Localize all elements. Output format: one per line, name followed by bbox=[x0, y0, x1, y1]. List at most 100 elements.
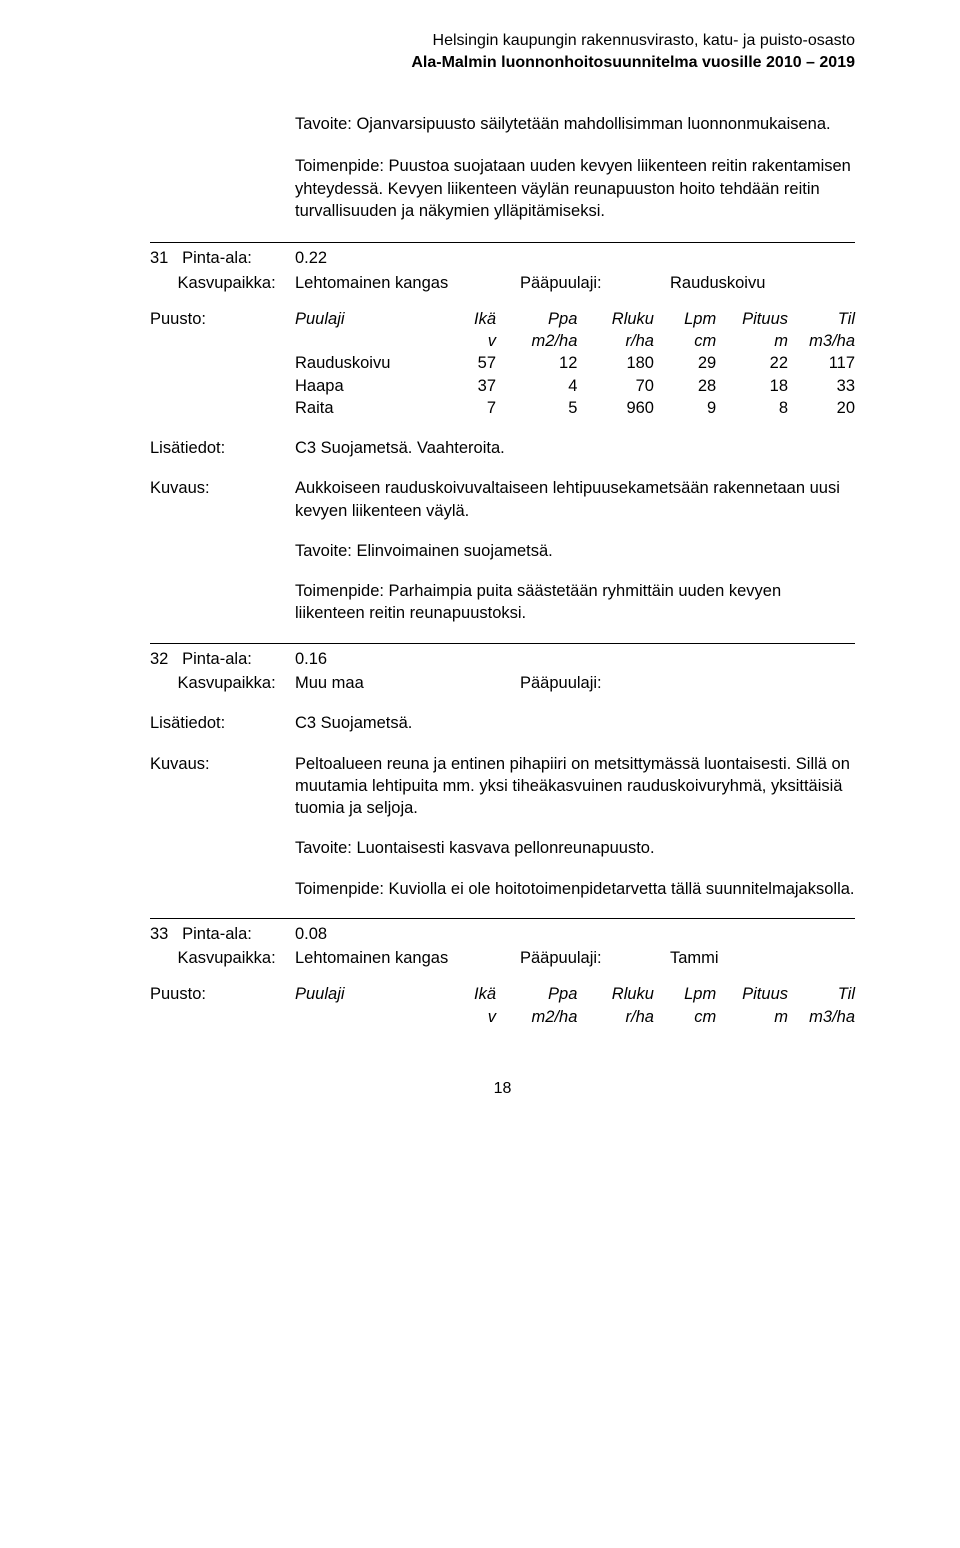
td: 180 bbox=[577, 352, 654, 374]
th: m3/ha bbox=[788, 1006, 855, 1028]
th: Til bbox=[788, 308, 855, 330]
th: m2/ha bbox=[496, 1006, 577, 1028]
th: Puulaji bbox=[295, 308, 439, 330]
th: Lpm bbox=[654, 983, 716, 1005]
kuvaus-para: Tavoite: Luontaisesti kasvava pellonreun… bbox=[295, 837, 855, 859]
kuvaus-label: Kuvaus: bbox=[150, 477, 295, 624]
th: Rluku bbox=[577, 983, 654, 1005]
table-row: Rauduskoivu 57 12 180 29 22 117 bbox=[150, 352, 855, 374]
page-number: 18 bbox=[150, 1078, 855, 1100]
meta-row: Kasvupaikka: Lehtomainen kangas Pääpuula… bbox=[150, 272, 855, 294]
kasvu-label: Kasvupaikka: bbox=[150, 947, 295, 969]
lisatiedot-label: Lisätiedot: bbox=[150, 712, 295, 734]
paapuu-label: Pääpuulaji: bbox=[520, 672, 670, 694]
table-head-2: v m2/ha r/ha cm m m3/ha bbox=[150, 1006, 855, 1028]
th: m3/ha bbox=[788, 330, 855, 352]
td: 33 bbox=[788, 375, 855, 397]
divider bbox=[150, 918, 855, 919]
table-head-1: Puusto: Puulaji Ikä Ppa Rluku Lpm Pituus… bbox=[150, 983, 855, 1005]
kasvu-value: Lehtomainen kangas bbox=[295, 272, 520, 294]
th: v bbox=[439, 330, 496, 352]
divider bbox=[150, 242, 855, 243]
page-header: Helsingin kaupungin rakennusvirasto, kat… bbox=[150, 30, 855, 73]
kuvaus-para: Tavoite: Elinvoimainen suojametsä. bbox=[295, 540, 855, 562]
td: 70 bbox=[577, 375, 654, 397]
td: Raita bbox=[295, 397, 439, 419]
entry-id: 31 Pinta-ala: bbox=[150, 247, 295, 269]
meta-row: Kasvupaikka: Muu maa Pääpuulaji: bbox=[150, 672, 855, 694]
td: 12 bbox=[496, 352, 577, 374]
table-head-1: Puusto: Puulaji Ikä Ppa Rluku Lpm Pituus… bbox=[150, 308, 855, 330]
th: Lpm bbox=[654, 308, 716, 330]
th: m2/ha bbox=[496, 330, 577, 352]
td: 117 bbox=[788, 352, 855, 374]
paapuu-label: Pääpuulaji: bbox=[520, 947, 670, 969]
kasvu-label: Kasvupaikka: bbox=[150, 672, 295, 694]
td: 9 bbox=[654, 397, 716, 419]
kuvaus-block: Kuvaus: Peltoalueen reuna ja entinen pih… bbox=[150, 753, 855, 900]
paapuu-value: Tammi bbox=[670, 947, 719, 969]
puusto-table: Puusto: Puulaji Ikä Ppa Rluku Lpm Pituus… bbox=[150, 983, 855, 1028]
table-row: Haapa 37 4 70 28 18 33 bbox=[150, 375, 855, 397]
divider bbox=[150, 643, 855, 644]
th: m bbox=[716, 1006, 788, 1028]
table-head-2: v m2/ha r/ha cm m m3/ha bbox=[150, 330, 855, 352]
th: Pituus bbox=[716, 308, 788, 330]
td: 8 bbox=[716, 397, 788, 419]
paapuu-value: Rauduskoivu bbox=[670, 272, 765, 294]
page: Helsingin kaupungin rakennusvirasto, kat… bbox=[0, 0, 960, 1129]
puusto-table: Puusto: Puulaji Ikä Ppa Rluku Lpm Pituus… bbox=[150, 308, 855, 419]
th: Rluku bbox=[577, 308, 654, 330]
pinta-value: 0.08 bbox=[295, 923, 520, 945]
td: 5 bbox=[496, 397, 577, 419]
kasvu-value: Muu maa bbox=[295, 672, 520, 694]
kuvaus-label: Kuvaus: bbox=[150, 753, 295, 900]
entry-id: 33 Pinta-ala: bbox=[150, 923, 295, 945]
lisatiedot-value: C3 Suojametsä. Vaahteroita. bbox=[295, 437, 855, 459]
puusto-label: Puusto: bbox=[150, 308, 295, 330]
th bbox=[295, 1006, 439, 1028]
th: Puulaji bbox=[295, 983, 439, 1005]
td: Haapa bbox=[295, 375, 439, 397]
lisatiedot-label: Lisätiedot: bbox=[150, 437, 295, 459]
th: v bbox=[439, 1006, 496, 1028]
kasvu-label: Kasvupaikka: bbox=[150, 272, 295, 294]
entry-id: 32 Pinta-ala: bbox=[150, 648, 295, 670]
kuvaus-block: Kuvaus: Aukkoiseen rauduskoivuvaltaiseen… bbox=[150, 477, 855, 624]
th: cm bbox=[654, 330, 716, 352]
entry-number: 32 bbox=[150, 650, 168, 668]
pinta-label: Pinta-ala: bbox=[182, 249, 252, 267]
meta-row: Kasvupaikka: Lehtomainen kangas Pääpuula… bbox=[150, 947, 855, 969]
kuvaus-para: Toimenpide: Kuviolla ei ole hoitotoimenp… bbox=[295, 878, 855, 900]
th: cm bbox=[654, 1006, 716, 1028]
meta-row: 33 Pinta-ala: 0.08 bbox=[150, 923, 855, 945]
th: Pituus bbox=[716, 983, 788, 1005]
kasvu-value: Lehtomainen kangas bbox=[295, 947, 520, 969]
pinta-label: Pinta-ala: bbox=[182, 650, 252, 668]
pinta-value: 0.22 bbox=[295, 247, 520, 269]
td: 20 bbox=[788, 397, 855, 419]
th: r/ha bbox=[577, 1006, 654, 1028]
pinta-label: Pinta-ala: bbox=[182, 925, 252, 943]
kuvaus-text: Peltoalueen reuna ja entinen pihapiiri o… bbox=[295, 753, 855, 900]
th: m bbox=[716, 330, 788, 352]
kuvaus-para: Toimenpide: Parhaimpia puita säästetään … bbox=[295, 580, 855, 625]
td: 57 bbox=[439, 352, 496, 374]
td: 18 bbox=[716, 375, 788, 397]
th: Ppa bbox=[496, 983, 577, 1005]
intro-paragraph-2: Toimenpide: Puustoa suojataan uuden kevy… bbox=[295, 155, 855, 222]
td: 29 bbox=[654, 352, 716, 374]
kuvaus-text: Aukkoiseen rauduskoivuvaltaiseen lehtipu… bbox=[295, 477, 855, 624]
kuvaus-para: Peltoalueen reuna ja entinen pihapiiri o… bbox=[295, 753, 855, 820]
th bbox=[295, 330, 439, 352]
header-line-2: Ala-Malmin luonnonhoitosuunnitelma vuosi… bbox=[150, 52, 855, 74]
th: r/ha bbox=[577, 330, 654, 352]
td: 7 bbox=[439, 397, 496, 419]
meta-row: 32 Pinta-ala: 0.16 bbox=[150, 648, 855, 670]
header-line-1: Helsingin kaupungin rakennusvirasto, kat… bbox=[150, 30, 855, 52]
kuvaus-para: Aukkoiseen rauduskoivuvaltaiseen lehtipu… bbox=[295, 477, 855, 522]
td: 960 bbox=[577, 397, 654, 419]
td: 28 bbox=[654, 375, 716, 397]
td: 37 bbox=[439, 375, 496, 397]
th: Ikä bbox=[439, 983, 496, 1005]
